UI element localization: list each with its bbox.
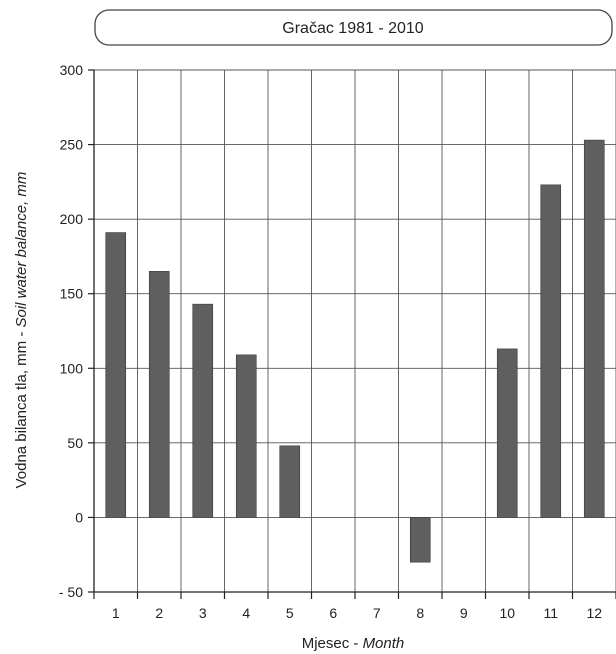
bar-month-4 bbox=[235, 354, 257, 518]
y-tick-label: 200 bbox=[60, 211, 84, 227]
y-tick-label: 300 bbox=[60, 62, 84, 78]
y-axis-title: Vodna bilanca tla, mm - Soil water balan… bbox=[13, 172, 30, 489]
bars bbox=[105, 139, 605, 563]
x-tick-label: 5 bbox=[286, 605, 294, 621]
y-tick-label: 0 bbox=[75, 509, 83, 525]
y-tick-label: 250 bbox=[60, 137, 84, 153]
bar-month-8 bbox=[409, 517, 431, 563]
bar-month-1 bbox=[105, 232, 127, 518]
grid bbox=[94, 69, 616, 593]
x-tick-labels: 1 2 3 4 5 6 7 8 9 10 11 12 bbox=[112, 605, 602, 621]
bar-month-10 bbox=[496, 348, 518, 518]
x-tick-label: 12 bbox=[586, 605, 602, 621]
axes bbox=[88, 69, 616, 599]
x-tick-label: 11 bbox=[543, 605, 558, 621]
x-tick-label: 6 bbox=[329, 605, 337, 621]
y-tick-label: 150 bbox=[60, 286, 84, 302]
x-tick-label: 8 bbox=[416, 605, 424, 621]
bar-month-12 bbox=[583, 139, 605, 518]
bar-month-11 bbox=[540, 184, 562, 518]
bar-month-3 bbox=[192, 303, 214, 518]
y-tick-label: 100 bbox=[60, 360, 84, 376]
chart-title: Gračac 1981 - 2010 bbox=[282, 20, 424, 37]
x-tick-label: 3 bbox=[199, 605, 207, 621]
y-tick-label: - 50 bbox=[59, 584, 83, 600]
bar-month-5 bbox=[279, 445, 301, 518]
x-tick-label: 2 bbox=[155, 605, 163, 621]
x-tick-label: 1 bbox=[112, 605, 120, 621]
x-tick-label: 9 bbox=[460, 605, 468, 621]
title-box bbox=[94, 9, 613, 46]
x-tick-label: 7 bbox=[373, 605, 381, 621]
x-axis-title: Mjesec - Month bbox=[302, 635, 405, 652]
bar-month-2 bbox=[148, 271, 170, 518]
x-tick-label: 4 bbox=[242, 605, 250, 621]
y-tick-labels: 300 250 200 150 100 50 0 - 50 bbox=[59, 62, 83, 600]
y-tick-label: 50 bbox=[67, 435, 83, 451]
x-tick-label: 10 bbox=[499, 605, 515, 621]
